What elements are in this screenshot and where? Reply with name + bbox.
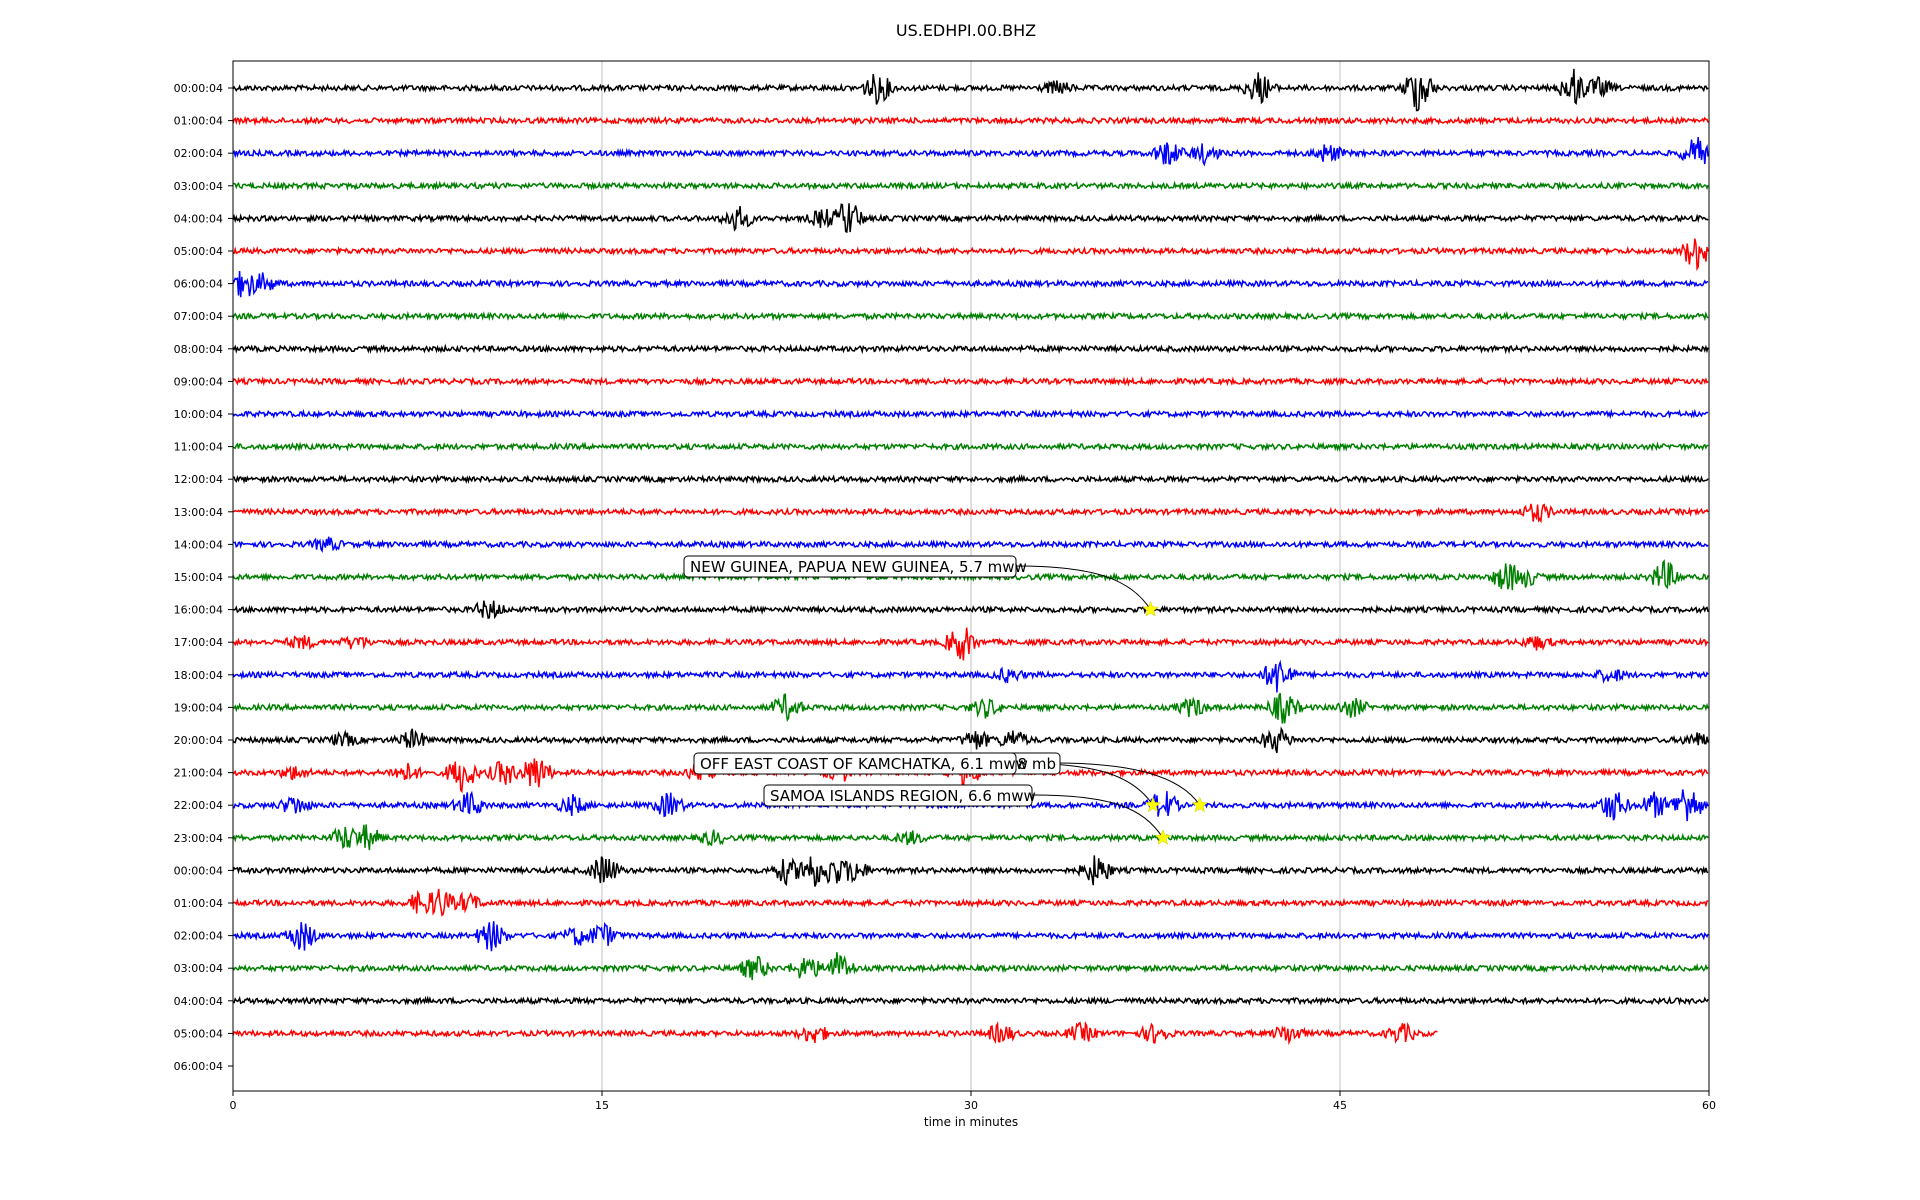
y-tick-label: 23:00:04 <box>174 832 223 845</box>
y-tick-label: 19:00:04 <box>174 701 223 714</box>
trace-row-23 <box>232 824 1709 851</box>
y-tick-label: 00:00:04 <box>174 864 223 877</box>
trace-row-13 <box>232 503 1709 524</box>
trace-row-9 <box>232 375 1709 387</box>
trace-row-29 <box>232 1020 1438 1046</box>
x-tick-label: 45 <box>1333 1099 1347 1112</box>
y-tick-label: 04:00:04 <box>174 995 223 1008</box>
y-tick-label: 15:00:04 <box>174 571 223 584</box>
trace-row-5 <box>232 238 1709 272</box>
trace-row-4 <box>232 203 1709 234</box>
trace-row-2 <box>232 137 1709 167</box>
x-tick-label: 0 <box>230 1099 237 1112</box>
x-tick-label: 30 <box>964 1099 978 1112</box>
y-tick-label: 20:00:04 <box>174 734 223 747</box>
annotation: NEW GUINEA, PAPUA NEW GUINEA, 5.7 mww <box>683 555 1027 578</box>
trace-row-20 <box>232 726 1709 754</box>
y-tick-label: 13:00:04 <box>174 506 223 519</box>
trace-row-7 <box>232 310 1709 322</box>
y-tick-labels: 00:00:04 01:00:04 02:00:04 03:00:04 04:00:04… <box>174 82 233 1073</box>
x-axis-label: time in minutes <box>924 1115 1018 1129</box>
trace-row-14 <box>232 536 1709 553</box>
annotation-label: NEW GUINEA, PAPUA NEW GUINEA, 5.7 mww <box>690 558 1027 576</box>
y-tick-label: 18:00:04 <box>174 669 223 682</box>
chart-title: US.EDHPI.00.BHZ <box>896 21 1036 40</box>
y-tick-label: 21:00:04 <box>174 767 223 780</box>
y-tick-label: 03:00:04 <box>174 180 223 193</box>
y-tick-label: 14:00:04 <box>174 538 223 551</box>
y-tick-label: 00:00:04 <box>174 82 223 95</box>
event-star-marker <box>1154 829 1172 845</box>
trace-row-10 <box>232 408 1709 420</box>
x-tick-label: 15 <box>595 1099 609 1112</box>
trace-row-11 <box>232 441 1709 453</box>
trace-row-25 <box>232 888 1709 917</box>
trace-row-1 <box>232 115 1709 127</box>
y-tick-label: 09:00:04 <box>174 375 223 388</box>
annotation-box <box>763 784 1033 807</box>
x-tick-label: 60 <box>1702 1099 1716 1112</box>
y-tick-label: 06:00:04 <box>174 1060 223 1073</box>
trace-row-12 <box>233 473 1709 485</box>
annotation-label: OFF EAST COAST OF KAMCHATKA, 6.1 mww <box>700 755 1028 773</box>
y-tick-label: 01:00:04 <box>174 115 223 128</box>
x-ticks: 0 15 30 45 60 <box>230 1091 1716 1112</box>
y-tick-label: 06:00:04 <box>174 278 223 291</box>
y-tick-label: 16:00:04 <box>174 604 223 617</box>
trace-row-28 <box>232 995 1709 1007</box>
y-tick-label: 07:00:04 <box>174 310 223 323</box>
trace-row-8 <box>232 343 1709 355</box>
trace-row-18 <box>232 659 1709 693</box>
y-tick-label: 02:00:04 <box>174 147 223 160</box>
y-tick-label: 08:00:04 <box>174 343 223 356</box>
event-star-marker <box>1142 600 1159 617</box>
y-tick-label: 03:00:04 <box>174 962 223 975</box>
event-star-marker <box>1191 796 1209 813</box>
annotation-box <box>693 752 1017 775</box>
y-tick-label: 22:00:04 <box>174 799 223 812</box>
y-tick-label: 05:00:04 <box>174 245 223 258</box>
trace-row-26 <box>232 921 1709 952</box>
trace-row-16 <box>232 600 1709 620</box>
annotation-connector <box>1054 762 1201 806</box>
y-tick-label: 05:00:04 <box>174 1027 223 1040</box>
annotation: OFF EAST COAST OF KAMCHATKA, 6.1 mww <box>693 752 1028 775</box>
trace-row-6 <box>232 270 1709 298</box>
trace-row-24 <box>232 855 1709 887</box>
trace-row-17 <box>232 627 1709 661</box>
trace-row-3 <box>232 180 1709 192</box>
y-tick-label: 12:00:04 <box>174 473 223 486</box>
y-tick-label: 17:00:04 <box>174 636 223 649</box>
y-tick-label: 01:00:04 <box>174 897 223 910</box>
annotation-box <box>683 555 1017 578</box>
annotation: SAMOA ISLANDS REGION, 6.6 mww <box>763 784 1036 807</box>
annotation-connector <box>1031 794 1164 839</box>
trace-row-27 <box>232 952 1709 981</box>
trace-row-0 <box>232 68 1709 112</box>
plot-frame <box>232 60 1710 1092</box>
trace-row-15 <box>232 559 1709 591</box>
event-star-marker <box>1144 796 1162 813</box>
y-tick-label: 10:00:04 <box>174 408 223 421</box>
y-tick-label: 04:00:04 <box>174 212 223 225</box>
y-tick-label: 02:00:04 <box>174 930 223 943</box>
annotation-connector <box>1015 565 1151 610</box>
trace-row-19 <box>232 692 1709 724</box>
annotation-label: SAMOA ISLANDS REGION, 6.6 mww <box>770 787 1036 805</box>
y-tick-label: 11:00:04 <box>174 441 223 454</box>
